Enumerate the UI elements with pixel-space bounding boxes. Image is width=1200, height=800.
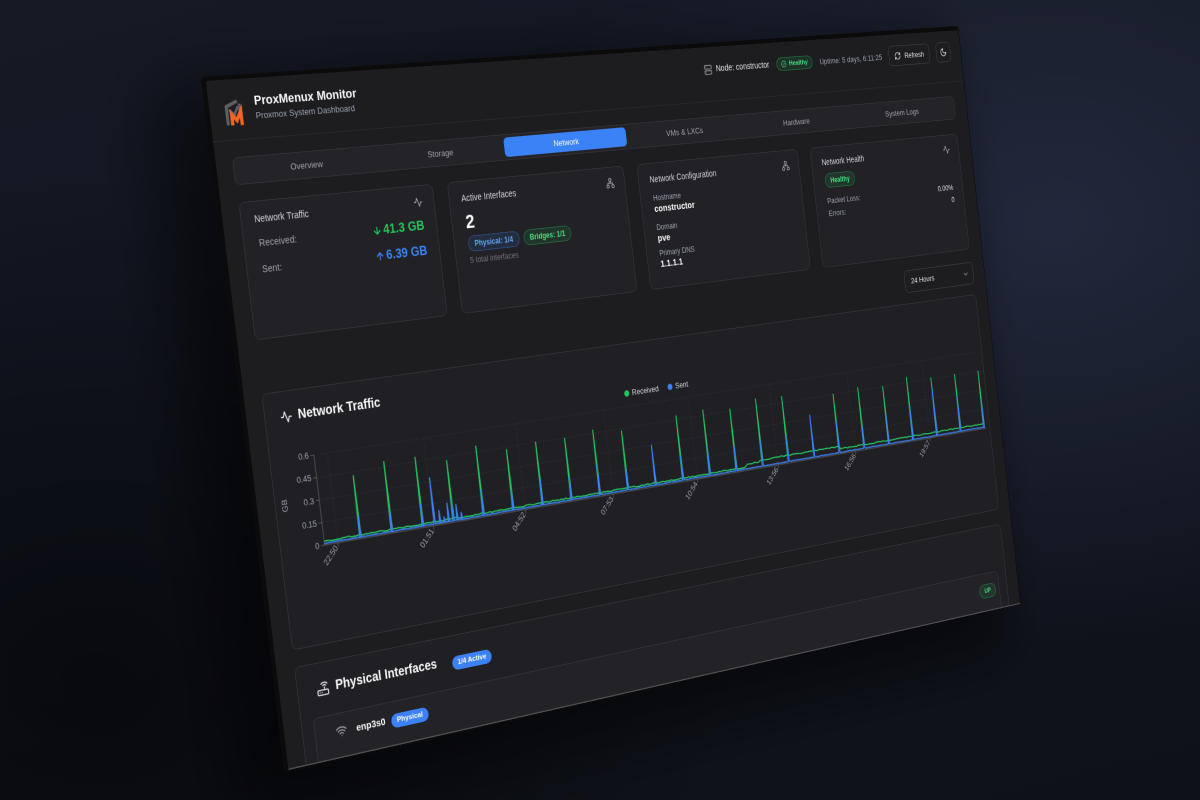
svg-text:07:53: 07:53	[599, 494, 615, 516]
svg-text:01:51: 01:51	[418, 526, 436, 550]
svg-text:13:56: 13:56	[765, 465, 780, 487]
svg-text:19:57: 19:57	[918, 438, 932, 459]
svg-text:22:50: 22:50	[322, 543, 340, 567]
svg-text:16:56: 16:56	[843, 452, 857, 473]
svg-text:0.15: 0.15	[301, 518, 317, 531]
svg-text:GB: GB	[280, 499, 290, 513]
svg-text:10:54: 10:54	[684, 480, 699, 502]
svg-text:0.6: 0.6	[298, 450, 310, 462]
svg-text:0.3: 0.3	[303, 496, 315, 508]
svg-text:04:52: 04:52	[511, 510, 528, 533]
svg-text:0.45: 0.45	[296, 473, 312, 486]
svg-text:0: 0	[315, 541, 321, 552]
